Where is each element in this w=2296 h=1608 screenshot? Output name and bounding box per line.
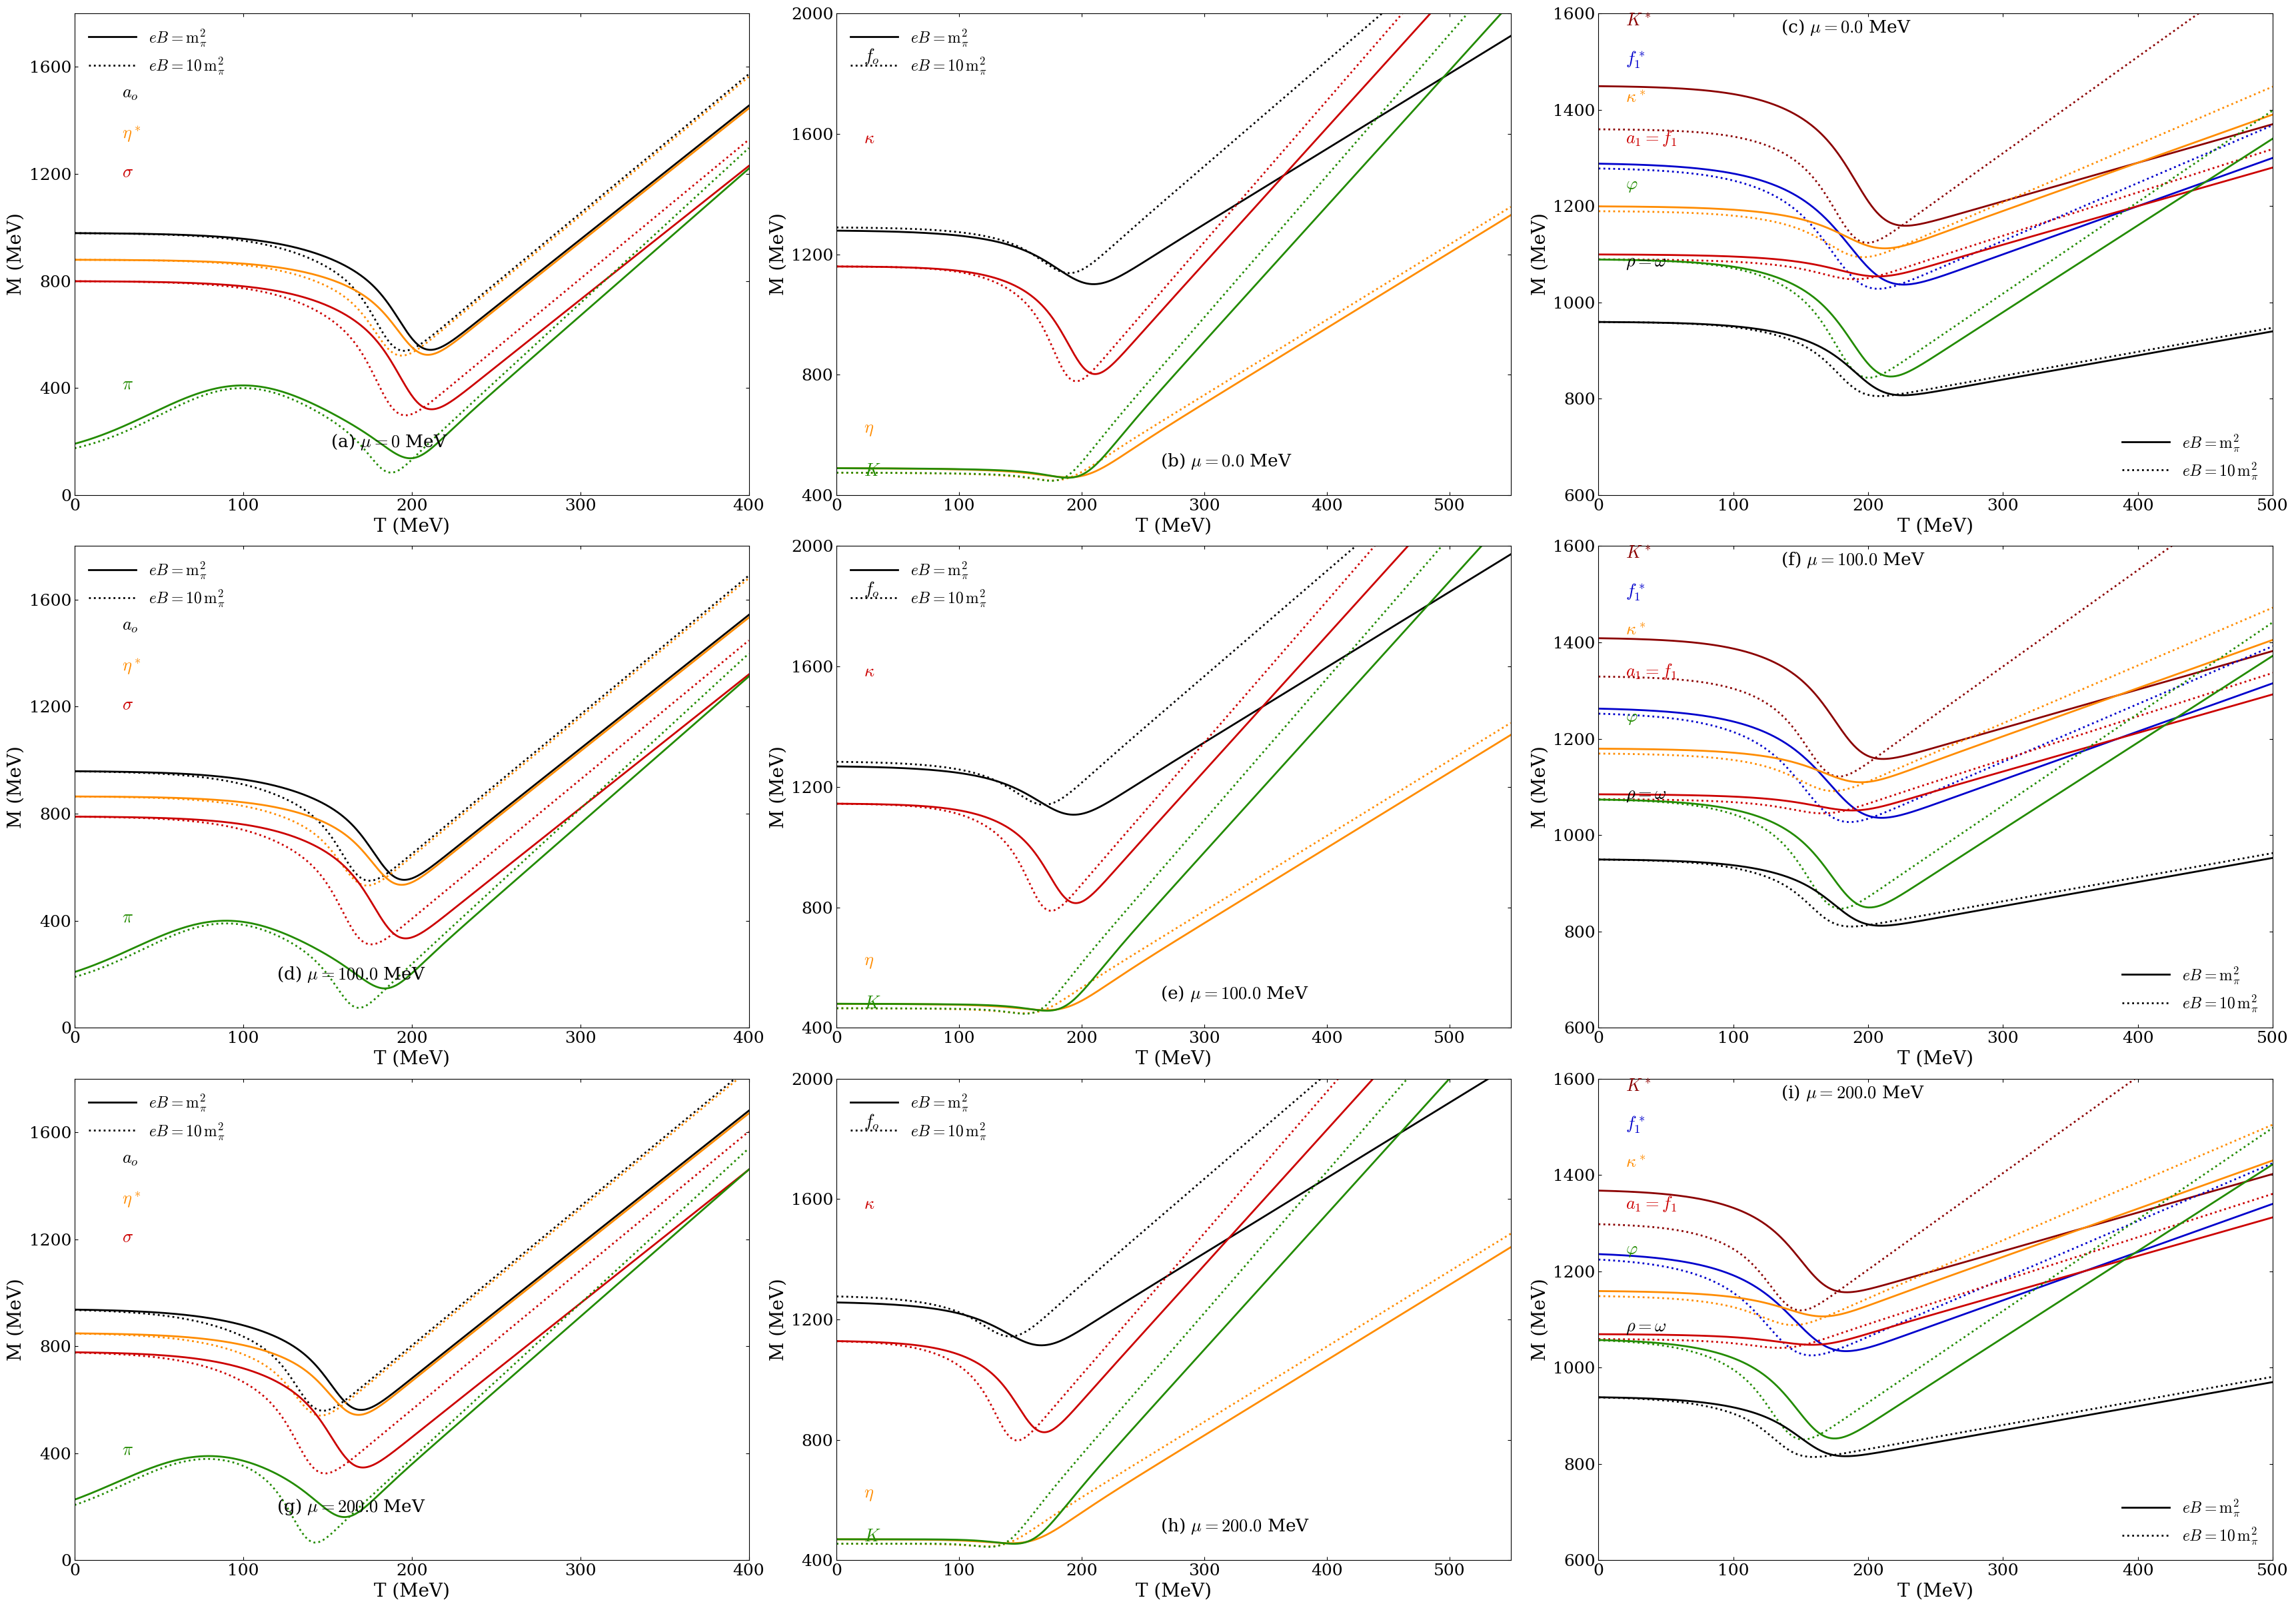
Y-axis label: M (MeV): M (MeV) bbox=[1531, 212, 1550, 296]
Text: $\rho = \omega$: $\rho = \omega$ bbox=[1626, 1320, 1667, 1336]
Text: $\eta^*$: $\eta^*$ bbox=[122, 125, 140, 145]
X-axis label: T (MeV): T (MeV) bbox=[1896, 1050, 1975, 1068]
Text: (d) $\mu = 100.0$ MeV: (d) $\mu = 100.0$ MeV bbox=[278, 965, 427, 984]
Text: (b) $\mu = 0.0$ MeV: (b) $\mu = 0.0$ MeV bbox=[1159, 452, 1293, 471]
Text: $\kappa$: $\kappa$ bbox=[863, 662, 875, 680]
Legend: $eB = \mathrm{m}^2_{\pi}$, $eB = 10\,\mathrm{m}^2_{\pi}$: $eB = \mathrm{m}^2_{\pi}$, $eB = 10\,\ma… bbox=[83, 1087, 232, 1148]
X-axis label: T (MeV): T (MeV) bbox=[1896, 518, 1975, 535]
Text: $\kappa^*$: $\kappa^*$ bbox=[1626, 1155, 1646, 1171]
Text: $K^*$: $K^*$ bbox=[1626, 13, 1651, 29]
Y-axis label: M (MeV): M (MeV) bbox=[7, 1278, 25, 1360]
Text: $\eta^*$: $\eta^*$ bbox=[122, 1190, 140, 1209]
Text: $K$: $K$ bbox=[863, 995, 882, 1011]
Text: $f_1^*$: $f_1^*$ bbox=[1626, 50, 1646, 69]
Y-axis label: M (MeV): M (MeV) bbox=[769, 1278, 788, 1360]
Text: $f_o$: $f_o$ bbox=[863, 579, 879, 598]
Y-axis label: M (MeV): M (MeV) bbox=[1531, 746, 1550, 828]
X-axis label: T (MeV): T (MeV) bbox=[374, 1582, 450, 1600]
Legend: $eB = \mathrm{m}^2_{\pi}$, $eB = 10\,\mathrm{m}^2_{\pi}$: $eB = \mathrm{m}^2_{\pi}$, $eB = 10\,\ma… bbox=[2117, 958, 2264, 1019]
Legend: $eB = \mathrm{m}^2_{\pi}$, $eB = 10\,\mathrm{m}^2_{\pi}$: $eB = \mathrm{m}^2_{\pi}$, $eB = 10\,\ma… bbox=[2117, 1492, 2264, 1552]
Text: $\varphi$: $\varphi$ bbox=[1626, 177, 1637, 195]
Text: $\kappa^*$: $\kappa^*$ bbox=[1626, 88, 1646, 106]
Text: $\rho = \omega$: $\rho = \omega$ bbox=[1626, 254, 1667, 272]
Text: $\eta$: $\eta$ bbox=[863, 421, 872, 437]
Text: $\varphi$: $\varphi$ bbox=[1626, 709, 1637, 727]
Y-axis label: M (MeV): M (MeV) bbox=[769, 212, 788, 296]
Text: $f_1^*$: $f_1^*$ bbox=[1626, 1114, 1646, 1135]
X-axis label: T (MeV): T (MeV) bbox=[374, 1050, 450, 1068]
Y-axis label: M (MeV): M (MeV) bbox=[769, 746, 788, 828]
Text: $\kappa$: $\kappa$ bbox=[863, 130, 875, 146]
Text: (e) $\mu = 100.0$ MeV: (e) $\mu = 100.0$ MeV bbox=[1159, 984, 1309, 1003]
Text: $\kappa$: $\kappa$ bbox=[863, 1195, 875, 1212]
Text: $\kappa^*$: $\kappa^*$ bbox=[1626, 622, 1646, 638]
Legend: $eB = \mathrm{m}^2_{\pi}$, $eB = 10\,\mathrm{m}^2_{\pi}$: $eB = \mathrm{m}^2_{\pi}$, $eB = 10\,\ma… bbox=[845, 21, 994, 82]
Text: $a_o$: $a_o$ bbox=[122, 617, 138, 635]
Legend: $eB = \mathrm{m}^2_{\pi}$, $eB = 10\,\mathrm{m}^2_{\pi}$: $eB = \mathrm{m}^2_{\pi}$, $eB = 10\,\ma… bbox=[845, 1087, 994, 1148]
Text: $\eta^*$: $\eta^*$ bbox=[122, 658, 140, 677]
X-axis label: T (MeV): T (MeV) bbox=[1137, 1582, 1212, 1600]
X-axis label: T (MeV): T (MeV) bbox=[1896, 1582, 1975, 1600]
Text: $\sigma$: $\sigma$ bbox=[122, 1229, 133, 1246]
Text: $\varphi$: $\varphi$ bbox=[1626, 1243, 1637, 1259]
X-axis label: T (MeV): T (MeV) bbox=[374, 518, 450, 535]
Legend: $eB = \mathrm{m}^2_{\pi}$, $eB = 10\,\mathrm{m}^2_{\pi}$: $eB = \mathrm{m}^2_{\pi}$, $eB = 10\,\ma… bbox=[83, 553, 232, 614]
Legend: $eB = \mathrm{m}^2_{\pi}$, $eB = 10\,\mathrm{m}^2_{\pi}$: $eB = \mathrm{m}^2_{\pi}$, $eB = 10\,\ma… bbox=[83, 21, 232, 82]
Text: $K$: $K$ bbox=[863, 1528, 882, 1544]
Text: $\rho = \omega$: $\rho = \omega$ bbox=[1626, 788, 1667, 804]
Text: $a_1 = f_1$: $a_1 = f_1$ bbox=[1626, 1195, 1676, 1214]
Text: (g) $\mu = 200.0$ MeV: (g) $\mu = 200.0$ MeV bbox=[278, 1497, 427, 1516]
Text: (h) $\mu = 200.0$ MeV: (h) $\mu = 200.0$ MeV bbox=[1159, 1516, 1309, 1536]
Text: $a_o$: $a_o$ bbox=[122, 1151, 138, 1167]
Text: $a_1 = f_1$: $a_1 = f_1$ bbox=[1626, 129, 1676, 148]
Text: $\eta$: $\eta$ bbox=[863, 1486, 872, 1503]
X-axis label: T (MeV): T (MeV) bbox=[1137, 1050, 1212, 1068]
Text: (c) $\mu = 0.0$ MeV: (c) $\mu = 0.0$ MeV bbox=[1782, 18, 1910, 37]
Text: (a) $\mu = 0$ MeV: (a) $\mu = 0$ MeV bbox=[331, 433, 448, 452]
Text: (f) $\mu = 100.0$ MeV: (f) $\mu = 100.0$ MeV bbox=[1782, 550, 1924, 569]
Y-axis label: M (MeV): M (MeV) bbox=[1531, 1278, 1550, 1360]
Text: $K^*$: $K^*$ bbox=[1626, 1077, 1651, 1093]
Text: (i) $\mu = 200.0$ MeV: (i) $\mu = 200.0$ MeV bbox=[1782, 1084, 1924, 1103]
Legend: $eB = \mathrm{m}^2_{\pi}$, $eB = 10\,\mathrm{m}^2_{\pi}$: $eB = \mathrm{m}^2_{\pi}$, $eB = 10\,\ma… bbox=[2117, 426, 2264, 487]
Text: $f_o$: $f_o$ bbox=[863, 1113, 879, 1132]
X-axis label: T (MeV): T (MeV) bbox=[1137, 518, 1212, 535]
Text: $K^*$: $K^*$ bbox=[1626, 545, 1651, 561]
Text: $\eta$: $\eta$ bbox=[863, 954, 872, 970]
Text: $a_o$: $a_o$ bbox=[122, 85, 138, 101]
Text: $\pi$: $\pi$ bbox=[122, 1441, 133, 1458]
Text: $f_o$: $f_o$ bbox=[863, 47, 879, 66]
Text: $f_1^*$: $f_1^*$ bbox=[1626, 582, 1646, 603]
Text: $\sigma$: $\sigma$ bbox=[122, 696, 133, 712]
Y-axis label: M (MeV): M (MeV) bbox=[7, 746, 25, 828]
Text: $\sigma$: $\sigma$ bbox=[122, 164, 133, 180]
Legend: $eB = \mathrm{m}^2_{\pi}$, $eB = 10\,\mathrm{m}^2_{\pi}$: $eB = \mathrm{m}^2_{\pi}$, $eB = 10\,\ma… bbox=[845, 553, 994, 614]
Text: $\pi$: $\pi$ bbox=[122, 909, 133, 925]
Text: $a_1 = f_1$: $a_1 = f_1$ bbox=[1626, 661, 1676, 680]
Text: $\pi$: $\pi$ bbox=[122, 376, 133, 392]
Y-axis label: M (MeV): M (MeV) bbox=[7, 212, 25, 296]
Text: $K$: $K$ bbox=[863, 463, 882, 479]
